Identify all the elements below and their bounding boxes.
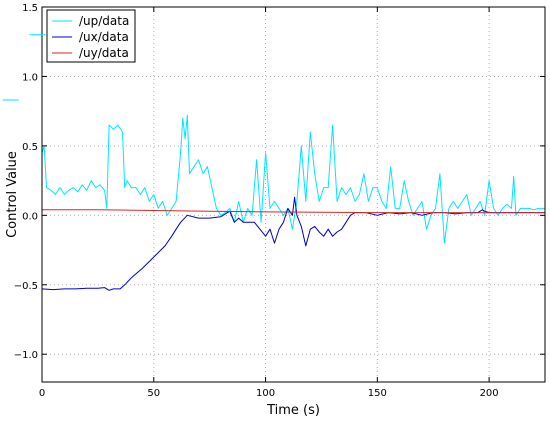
x-tick-label: 200 <box>480 388 499 399</box>
y-tick-label: 1.0 <box>22 72 38 83</box>
chart-tick-labels: 0 50 100 150 200 −1.0 −0.5 0.0 0.5 1.0 1.5 <box>14 3 499 399</box>
legend-label-ux-data: /ux/data <box>79 30 129 44</box>
x-axis-label: Time (s) <box>266 403 320 418</box>
chart-ticks <box>41 6 545 382</box>
legend-label-up-data: /up/data <box>79 14 129 28</box>
x-tick-label: 100 <box>256 388 275 399</box>
x-tick-label: 150 <box>368 388 387 399</box>
x-tick-label: 0 <box>39 388 45 399</box>
stray-marks <box>2 34 46 101</box>
plot-area-frame <box>41 6 546 383</box>
y-tick-label: −1.0 <box>14 350 38 361</box>
series-line-up-data <box>41 114 545 244</box>
series-line-ux-data <box>41 196 545 291</box>
series-line-uy-data <box>42 209 546 214</box>
y-tick-label: 0.5 <box>22 142 38 153</box>
x-tick-label: 50 <box>147 388 160 399</box>
chart-grid <box>41 6 545 382</box>
y-tick-label: −0.5 <box>14 281 38 292</box>
y-axis-label: Control Value <box>5 151 20 238</box>
legend-label-uy-data: /uy/data <box>79 46 129 60</box>
y-tick-label: 1.5 <box>22 3 38 14</box>
legend: /up/data/ux/data/uy/data <box>46 9 136 63</box>
chart-series-layer <box>41 114 546 291</box>
y-tick-label: 0.0 <box>22 211 38 222</box>
